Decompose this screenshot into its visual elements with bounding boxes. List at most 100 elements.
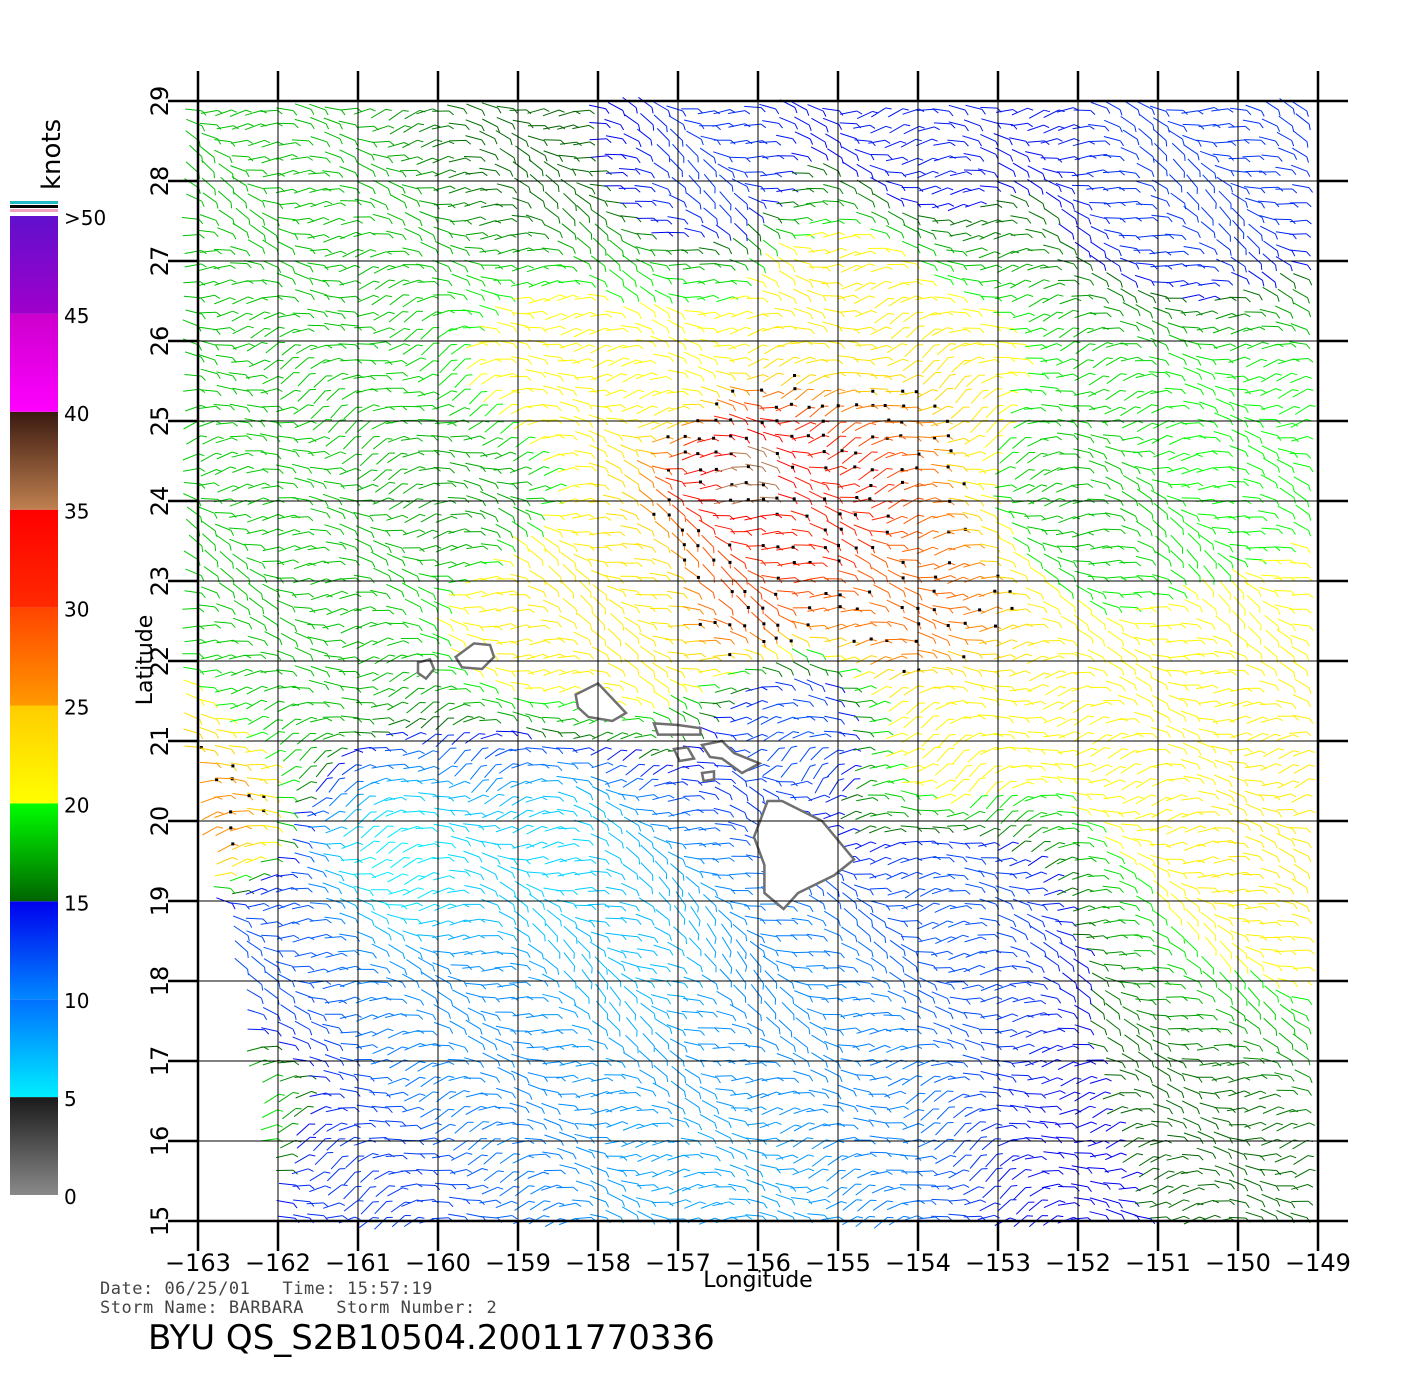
wind-barb	[713, 1012, 718, 1018]
wind-vector	[1228, 855, 1246, 858]
wind-vector	[947, 1184, 964, 1190]
wind-barb	[510, 810, 517, 814]
wind-barb	[793, 1168, 799, 1173]
wind-vector	[262, 824, 280, 829]
wind-barb	[932, 1170, 938, 1176]
wind-vector	[636, 948, 654, 952]
wind-vector	[906, 702, 920, 715]
wind-vector	[827, 1155, 842, 1166]
wind-barb	[464, 749, 471, 752]
wind-vector	[370, 981, 388, 983]
wind-vector	[231, 810, 249, 813]
wind-vector	[499, 796, 514, 807]
wind-vector	[791, 1197, 809, 1201]
wind-barb	[1291, 1170, 1297, 1175]
wind-barb	[528, 1124, 534, 1130]
wind-vector	[901, 903, 918, 910]
wind-barb	[558, 748, 564, 755]
wind-vector	[1057, 871, 1074, 881]
wind-vector	[980, 1041, 998, 1046]
wind-vector	[386, 913, 404, 920]
wind-barb	[1275, 887, 1281, 894]
wind-vector	[650, 823, 668, 827]
wind-barb	[652, 1091, 657, 1097]
wind-vector	[544, 958, 559, 970]
wind-barb	[621, 1062, 626, 1069]
wind-vector	[590, 1077, 608, 1082]
wind-vector	[251, 955, 265, 968]
wind-barb	[292, 671, 298, 677]
wind-barb	[808, 1028, 811, 1035]
wind-barb	[885, 717, 892, 722]
wind-barb	[776, 965, 780, 972]
wind-barb	[1151, 1031, 1155, 1038]
wind-vector	[1261, 1122, 1278, 1132]
wind-vector	[431, 1217, 449, 1220]
wind-vector	[935, 718, 949, 731]
wind-vector	[825, 683, 842, 689]
wind-vector	[420, 685, 436, 695]
wind-barb	[622, 965, 626, 972]
wind-vector	[1249, 970, 1264, 983]
wind-vector	[1262, 1106, 1279, 1114]
wind-vector	[1196, 1046, 1214, 1051]
wind-barb	[1150, 716, 1155, 723]
wind-barb	[1305, 1109, 1312, 1114]
wind-vector	[465, 1019, 481, 1030]
wind-barb	[231, 857, 238, 860]
wind-barb	[292, 1092, 299, 1094]
wind-barb	[467, 840, 472, 847]
wind-barb	[978, 1186, 985, 1189]
wind-barb	[1057, 1215, 1064, 1218]
wind-barb	[714, 919, 717, 926]
wind-vector	[370, 1076, 388, 1080]
wind-vector	[1074, 1091, 1090, 1102]
wind-barb	[684, 1046, 688, 1053]
wind-vector	[868, 826, 886, 834]
wind-barb	[1091, 857, 1097, 863]
wind-vector	[1259, 834, 1276, 843]
wind-vector	[389, 671, 404, 683]
wind-vector	[308, 996, 326, 1000]
wind-barb	[636, 732, 643, 736]
wind-barb	[701, 733, 705, 740]
wind-barb	[1056, 998, 1062, 1004]
wind-vector	[572, 747, 590, 752]
wind-vector	[1041, 1170, 1059, 1172]
wind-vector	[979, 1091, 997, 1094]
wind-vector	[1166, 1015, 1184, 1018]
wind-barb	[308, 965, 315, 971]
wind-vector	[698, 668, 716, 673]
wind-barb	[292, 1122, 299, 1125]
wind-vector	[1025, 871, 1042, 879]
wind-barb	[1276, 872, 1281, 879]
wind-vector	[963, 1011, 981, 1015]
wind-barb	[1026, 748, 1032, 754]
wind-barb	[651, 826, 655, 833]
wind-barb	[1262, 732, 1269, 736]
wind-vector	[977, 714, 995, 717]
wind-barb	[731, 1075, 737, 1081]
wind-barb	[934, 984, 938, 991]
wind-barb	[467, 1014, 470, 1022]
wind-vector	[806, 933, 824, 938]
wind-barb	[622, 1185, 627, 1192]
wind-vector	[229, 702, 247, 710]
wind-barb	[448, 934, 455, 939]
wind-barb	[841, 874, 845, 881]
wind-vector	[1291, 878, 1307, 889]
wind-barb	[1106, 1153, 1113, 1158]
wind-vector	[434, 903, 451, 912]
wind-barb	[1309, 1122, 1316, 1126]
wind-vector	[935, 779, 951, 790]
wind-barb	[464, 703, 471, 707]
wind-vector	[1090, 764, 1107, 773]
wind-barb	[1184, 777, 1190, 783]
wind-barb	[511, 1061, 515, 1068]
wind-vector	[390, 857, 405, 869]
wind-barb	[1073, 1013, 1078, 1020]
rain-flag	[262, 795, 266, 798]
wind-barb	[621, 842, 624, 849]
wind-barb	[934, 828, 940, 834]
wind-vector	[556, 718, 574, 722]
